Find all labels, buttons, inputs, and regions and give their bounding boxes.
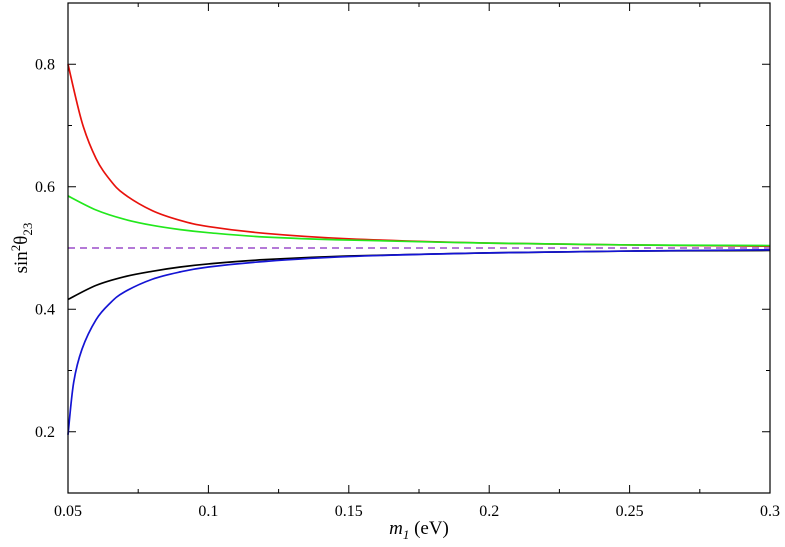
y-tick-label: 0.2 (35, 424, 55, 441)
y-tick-label: 0.4 (35, 301, 55, 318)
y-axis-title: sin2θ23 (8, 223, 35, 274)
x-tick-label: 0.2 (479, 503, 499, 520)
y-tick-labels: 0.2 0.4 0.6 0.8 (35, 56, 55, 441)
y-tick-label: 0.8 (35, 56, 55, 73)
green-curve (67, 195, 771, 247)
blue-curve (67, 248, 771, 435)
x-tick-label: 0.05 (54, 503, 82, 520)
x-tick-label: 0.1 (198, 503, 218, 520)
x-tick-label: 0.25 (616, 503, 644, 520)
x-tick-label: 0.15 (335, 503, 363, 520)
x-tick-labels: 0.05 0.1 0.15 0.2 0.25 0.3 (54, 503, 780, 520)
plot-frame (67, 2, 771, 494)
series-lines (67, 64, 771, 435)
black-curve (67, 249, 771, 301)
x-axis-title: m1 (eV) (389, 518, 449, 542)
x-tick-label: 0.3 (760, 503, 780, 520)
y-tick-label: 0.6 (35, 179, 55, 196)
red-curve (67, 64, 771, 248)
